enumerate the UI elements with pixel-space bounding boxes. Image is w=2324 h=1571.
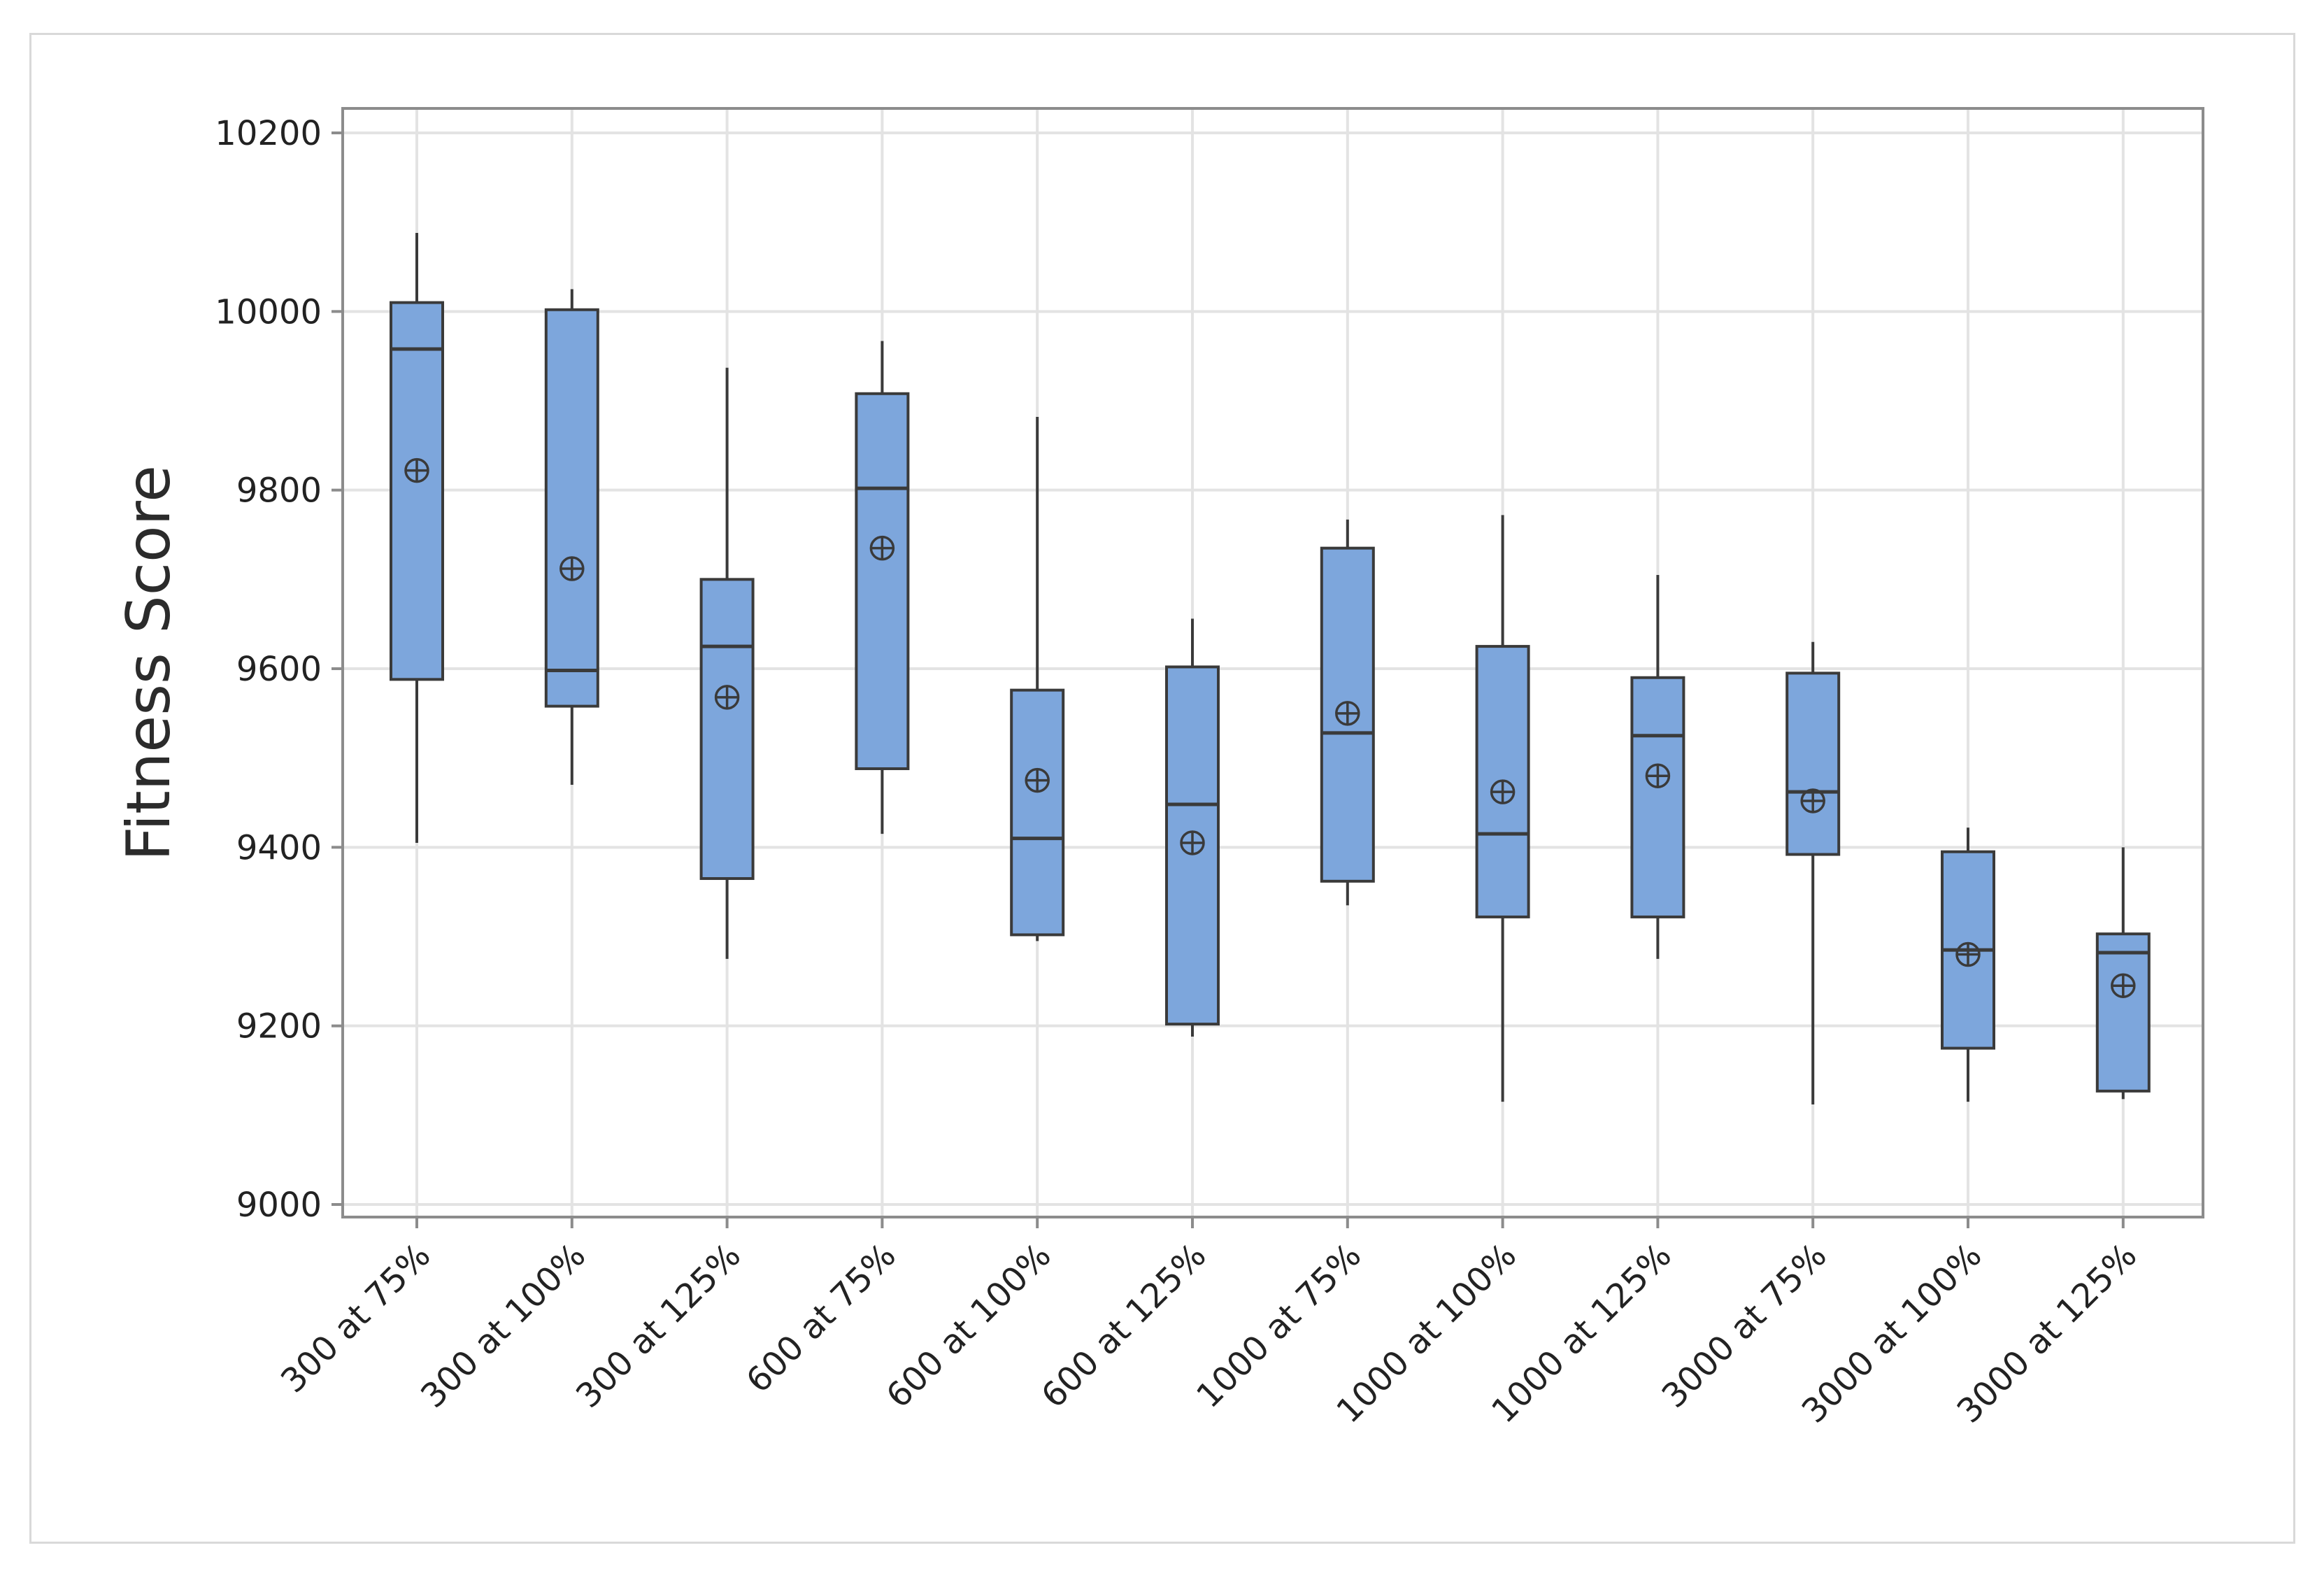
x-tick-label: 300 at 75% [273,1236,439,1401]
mean-marker [1800,788,1825,813]
x-tick-label: 600 at 125% [1034,1236,1213,1416]
x-tick-label: 300 at 100% [413,1236,593,1416]
mean-marker [869,535,895,561]
mean-marker [1955,941,1981,967]
mean-marker [559,556,585,581]
box-5 [1010,416,1065,941]
box-iqr [1165,665,1220,1026]
x-tick-label: 3000 at 75% [1655,1236,1834,1416]
chart-frame [29,33,2295,1544]
box-iqr [390,301,444,681]
y-tick-label: 9200 [236,1007,322,1046]
mean-marker [1645,763,1671,788]
box-2 [544,289,599,785]
x-tick-label: 600 at 75% [739,1236,904,1401]
mean-marker [1025,767,1050,793]
mean-marker [1335,701,1360,726]
box-1 [390,232,444,843]
mean-marker [2111,973,2136,998]
box-12 [2095,847,2151,1100]
plot-area [341,107,2204,1218]
y-tick-label: 9000 [236,1186,322,1225]
y-axis-label: Fitness Score [114,465,184,861]
y-axis: 9000 9200 9400 9600 9800 10000 10200 [215,114,343,1225]
box-9 [1630,574,1685,959]
y-tick-label: 9400 [236,828,322,867]
box-iqr [855,392,910,770]
x-tick-label: 1000 at 75% [1189,1236,1369,1416]
y-tick-label: 10200 [215,114,322,153]
box-iqr [699,578,755,881]
box-3 [699,367,755,959]
mean-marker [1180,830,1205,855]
box-iqr [544,308,599,708]
box-4 [855,341,910,834]
x-tick-label: 300 at 125% [569,1236,748,1416]
box-7 [1320,519,1375,906]
box-8 [1475,515,1530,1102]
x-tick-label: 600 at 100% [879,1236,1059,1416]
y-tick-label: 9800 [236,471,322,511]
box-iqr [1010,688,1065,937]
mean-marker [1490,779,1516,804]
grid-lines [343,108,2203,1217]
box-iqr [1630,676,1685,918]
box-6 [1165,618,1220,1037]
box-10 [1785,641,1841,1105]
mean-marker [714,685,740,710]
y-tick-label: 10000 [215,292,322,332]
box-series [390,232,2151,1105]
box-iqr [1785,671,1841,856]
y-tick-label: 9600 [236,650,322,689]
box-11 [1941,827,1995,1102]
mean-marker [404,457,429,483]
x-axis: 300 at 75%300 at 100%300 at 125%600 at 7… [273,1217,2144,1431]
box-iqr [2095,932,2151,1093]
